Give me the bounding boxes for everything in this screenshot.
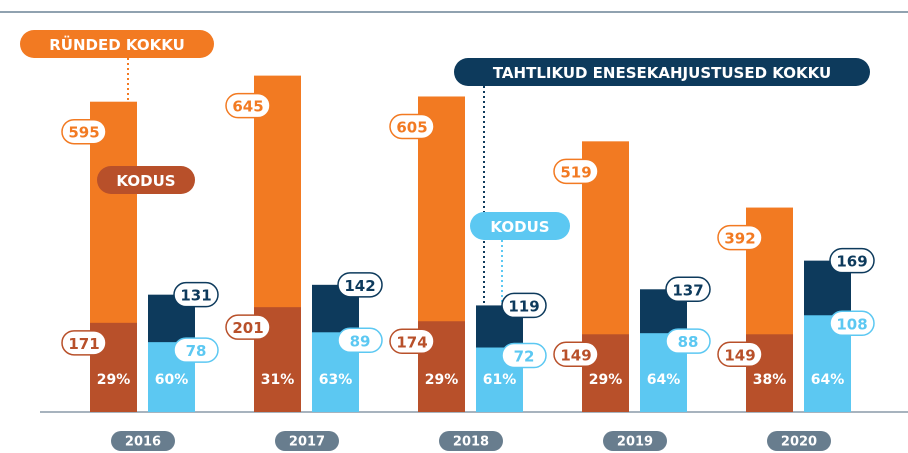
value-label-bg xyxy=(389,328,435,355)
x-tick-label: 2016 xyxy=(125,435,161,450)
value-label: 149 xyxy=(560,346,591,364)
value-label: 72 xyxy=(514,348,535,366)
value-label-bg xyxy=(225,314,271,340)
value-label: 605 xyxy=(396,118,427,136)
value-label: 88 xyxy=(678,333,699,351)
value-label-bg xyxy=(61,330,107,356)
value-label-bg xyxy=(829,247,875,274)
value-label-bg xyxy=(665,276,711,303)
value-label-bg xyxy=(173,281,219,308)
value-label: 174 xyxy=(396,333,427,351)
value-label-bg xyxy=(553,158,599,185)
value-label-bg xyxy=(225,92,271,119)
value-label: 149 xyxy=(724,346,755,364)
x-tick-label-bg xyxy=(111,431,175,451)
legend-label-bg xyxy=(470,212,570,240)
legend-label: KODUS xyxy=(490,218,549,236)
value-label: 171 xyxy=(68,335,99,353)
x-tick-label-bg xyxy=(767,431,831,451)
x-tick-label-bg xyxy=(439,431,503,451)
legend-label: KODUS xyxy=(116,172,175,190)
share-label: 64% xyxy=(811,372,845,388)
x-tick-label: 2018 xyxy=(453,435,489,450)
value-label: 142 xyxy=(344,277,375,295)
value-label: 645 xyxy=(232,98,263,116)
share-label: 29% xyxy=(589,372,623,388)
value-label-bg xyxy=(501,342,547,369)
share-label: 38% xyxy=(753,372,787,388)
value-label-bg xyxy=(389,113,435,140)
share-label: 64% xyxy=(647,372,681,388)
value-label: 78 xyxy=(186,342,207,360)
value-label-bg xyxy=(553,341,599,368)
value-label-bg xyxy=(829,310,875,337)
legend-label: RÜNDED KOKKU xyxy=(49,35,185,54)
value-label: 119 xyxy=(508,297,539,315)
value-label: 169 xyxy=(836,253,867,271)
value-label-bg xyxy=(665,328,711,354)
value-label: 519 xyxy=(560,163,591,181)
value-label-bg xyxy=(501,292,547,319)
legend-label-bg xyxy=(20,30,214,58)
value-label: 137 xyxy=(672,281,703,299)
share-label: 60% xyxy=(155,372,189,388)
x-tick-label-bg xyxy=(275,431,339,451)
value-label-bg xyxy=(173,337,219,363)
share-label: 31% xyxy=(261,372,295,388)
value-label-bg xyxy=(337,327,383,354)
value-label: 89 xyxy=(350,332,371,350)
value-label: 131 xyxy=(180,287,211,305)
value-label: 595 xyxy=(68,124,99,142)
value-label: 201 xyxy=(232,319,263,337)
legend-label: TAHTLIKUD ENESEKAHJUSTUSED KOKKU xyxy=(493,64,831,82)
x-tick-label-bg xyxy=(603,431,667,451)
share-label: 29% xyxy=(97,372,131,388)
value-label: 392 xyxy=(724,230,755,248)
share-label: 29% xyxy=(425,372,459,388)
share-label: 63% xyxy=(319,372,353,388)
x-tick-label: 2020 xyxy=(781,435,817,450)
value-label-bg xyxy=(337,272,383,298)
value-label-bg xyxy=(717,341,763,368)
value-label-bg xyxy=(61,118,107,145)
legend-label-bg xyxy=(97,166,195,194)
value-label: 108 xyxy=(836,315,867,333)
x-tick-label: 2019 xyxy=(617,435,653,450)
x-tick-label: 2017 xyxy=(289,435,325,450)
value-label-bg xyxy=(717,224,763,251)
legend-label-bg xyxy=(454,58,870,86)
share-label: 61% xyxy=(483,372,517,388)
